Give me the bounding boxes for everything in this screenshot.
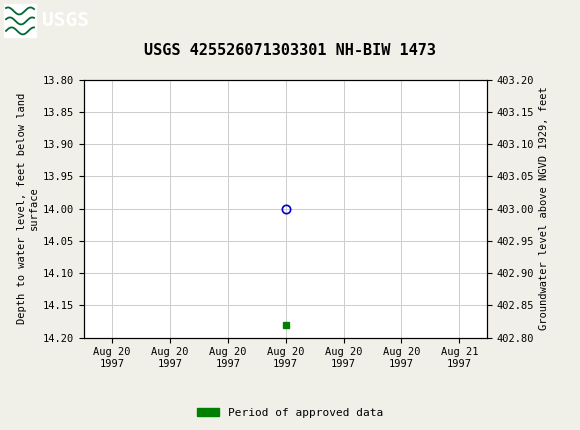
Y-axis label: Groundwater level above NGVD 1929, feet: Groundwater level above NGVD 1929, feet	[539, 87, 549, 330]
Bar	[4, 4, 36, 37]
Text: USGS: USGS	[42, 11, 89, 30]
Y-axis label: Depth to water level, feet below land
surface: Depth to water level, feet below land su…	[17, 93, 39, 324]
Legend: Period of approved data: Period of approved data	[193, 403, 387, 422]
Text: USGS 425526071303301 NH-BIW 1473: USGS 425526071303301 NH-BIW 1473	[144, 43, 436, 58]
